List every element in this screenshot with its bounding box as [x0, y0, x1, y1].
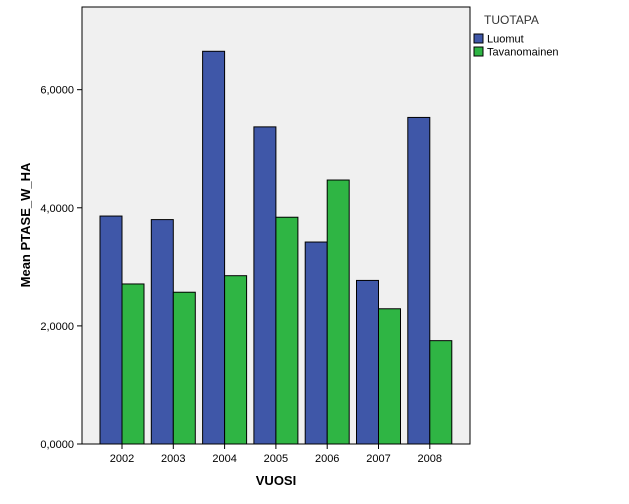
x-axis: 2002 2003 2004 2005 2006 2007 2008	[110, 444, 442, 465]
bar-tavanomainen-2005	[275, 216, 299, 445]
x-tick-label: 2006	[315, 453, 339, 465]
y-tick-label: 0,0000	[40, 439, 74, 451]
bar-tavanomainen-2007	[378, 308, 401, 445]
bar-luomut-2008	[407, 116, 431, 445]
y-axis: 0,0000 2,0000 4,0000 6,0000	[40, 85, 82, 451]
y-tick-label: 2,0000	[40, 321, 74, 333]
bar-luomut-2006	[304, 241, 328, 445]
legend-label-tavanomainen: Tavanomainen	[487, 47, 559, 59]
bar-luomut-2002	[99, 215, 123, 445]
y-tick-label: 4,0000	[40, 203, 74, 215]
legend-swatch-tavanomainen	[473, 46, 484, 57]
bar-luomut-2005	[253, 126, 277, 445]
bars	[99, 50, 453, 445]
x-tick-label: 2007	[366, 453, 390, 465]
x-tick-label: 2004	[212, 453, 236, 465]
bar-tavanomainen-2002	[121, 283, 145, 445]
x-tick-label: 2002	[110, 453, 134, 465]
x-axis-title: VUOSI	[256, 473, 296, 488]
bar-tavanomainen-2003	[172, 291, 196, 445]
bar-luomut-2003	[150, 219, 174, 445]
bar-luomut-2004	[202, 50, 226, 445]
bar-tavanomainen-2008	[429, 340, 453, 445]
legend-swatch-luomut	[473, 33, 484, 44]
x-tick-label: 2008	[418, 453, 442, 465]
legend-title: TUOTAPA	[484, 13, 539, 27]
bar-luomut-2007	[356, 279, 379, 445]
bar-tavanomainen-2006	[326, 179, 350, 445]
x-tick-label: 2005	[264, 453, 288, 465]
legend-label-luomut: Luomut	[487, 34, 524, 46]
y-tick-label: 6,0000	[40, 85, 74, 97]
bar-tavanomainen-2004	[224, 275, 248, 445]
x-tick-label: 2003	[161, 453, 185, 465]
y-axis-title: Mean PTASE_W_HA	[18, 162, 33, 287]
